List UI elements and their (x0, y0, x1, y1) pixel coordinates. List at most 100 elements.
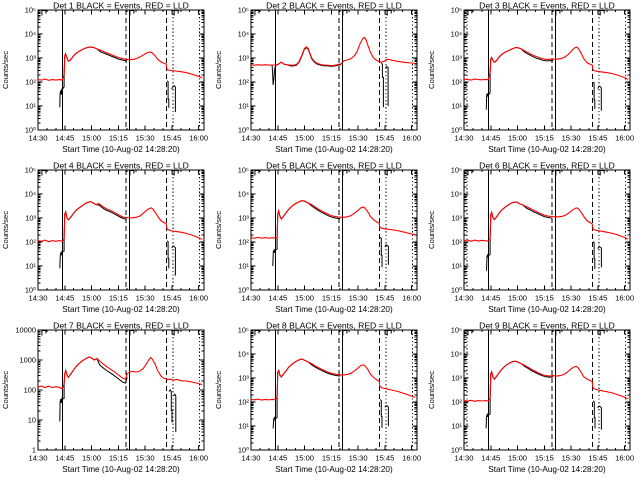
x-tick-labels: 14:30 14:45 15:00 15:15 15:30 15:45 16:00 (454, 294, 634, 303)
plot-title: Det 7 BLACK = Events, RED = LLD (53, 321, 189, 331)
events-series-line (486, 201, 552, 271)
x-tick-label: 15:15 (109, 454, 128, 463)
x-tick-label: 15:00 (295, 454, 314, 463)
x-tick-label: 14:45 (55, 294, 74, 303)
events-series (272, 358, 389, 429)
plot-det-8: Det 8 BLACK = Events, RED = LLD 14:30 14:4… (214, 321, 421, 475)
x-tick-label: 15:30 (349, 454, 368, 463)
event-marker-lines (62, 170, 201, 290)
x-tick-label: 16:00 (189, 134, 208, 143)
y-tick-label: 10¹ (451, 422, 462, 431)
x-tick-label: 15:30 (136, 454, 155, 463)
events-series-late-line (597, 405, 602, 430)
event-marker-lines (275, 170, 414, 290)
axes (463, 9, 631, 131)
y-tick-label: 10⁵ (238, 166, 249, 175)
events-series-late-line (379, 236, 383, 268)
lld-series (38, 201, 203, 243)
events-series-line (272, 200, 341, 267)
plot-det-1: Det 1 BLACK = Events, RED = LLD 14:30 14:4… (1, 1, 208, 155)
x-tick-label: 15:15 (322, 134, 341, 143)
x-tick-label: 14:30 (241, 454, 260, 463)
x-tick-label: 16:00 (402, 134, 421, 143)
y-tick-label: 10⁵ (238, 326, 249, 335)
x-tick-label: 15:15 (535, 294, 554, 303)
x-tick-label: 14:30 (454, 134, 473, 143)
x-tick-labels: 14:30 14:45 15:00 15:15 15:30 15:45 16:00 (28, 294, 208, 303)
lld-series-line (464, 46, 629, 81)
events-series-line (59, 356, 128, 422)
y-tick-label: 10¹ (25, 262, 36, 271)
x-tick-label: 16:00 (189, 294, 208, 303)
y-tick-label: 10³ (451, 374, 462, 383)
x-tick-label: 15:00 (82, 134, 101, 143)
x-axis-label: Start Time (10-Aug-02 14:28:20) (275, 305, 393, 314)
lld-series-line (464, 201, 629, 242)
y-tick-label: 10⁴ (451, 190, 462, 199)
x-tick-label: 15:15 (535, 454, 554, 463)
y-tick-label: 10³ (25, 214, 36, 223)
x-axis-label: Start Time (10-Aug-02 14:28:20) (488, 145, 606, 154)
y-axis-label: Counts/sec (214, 211, 223, 249)
x-tick-label: 15:15 (109, 294, 128, 303)
events-series-late-line (384, 244, 389, 265)
events-series-late-line (168, 389, 173, 423)
x-tick-label: 15:30 (562, 454, 581, 463)
y-tick-label: 10⁰ (25, 126, 36, 135)
plot-det-5: Det 5 BLACK = Events, RED = LLD 14:30 14:4… (214, 161, 421, 315)
y-tick-label: 10⁵ (451, 166, 462, 175)
x-tick-label: 15:00 (508, 134, 527, 143)
events-series (485, 360, 602, 430)
x-tick-label: 16:00 (402, 294, 421, 303)
plot-det-3: Det 3 BLACK = Events, RED = LLD 14:30 14:4… (427, 1, 634, 155)
x-tick-label: 14:45 (55, 134, 74, 143)
plot-title: Det 4 BLACK = Events, RED = LLD (53, 161, 189, 171)
events-series (272, 200, 389, 268)
events-series-line (485, 46, 554, 110)
axes (250, 9, 418, 131)
plot-title: Det 9 BLACK = Events, RED = LLD (479, 321, 615, 331)
plot-title: Det 6 BLACK = Events, RED = LLD (479, 161, 615, 171)
lld-series-line (38, 46, 203, 81)
plot-title: Det 5 BLACK = Events, RED = LLD (266, 161, 402, 171)
x-tick-labels: 14:30 14:45 15:00 15:15 15:30 15:45 16:00 (28, 454, 208, 463)
x-tick-label: 15:00 (295, 294, 314, 303)
x-tick-label: 14:30 (28, 294, 47, 303)
y-tick-label: 10² (238, 238, 249, 247)
x-tick-label: 14:30 (454, 454, 473, 463)
x-tick-label: 14:45 (481, 294, 500, 303)
flag-marks (467, 10, 605, 16)
x-tick-labels: 14:30 14:45 15:00 15:15 15:30 15:45 16:00 (28, 134, 208, 143)
events-series-line (271, 47, 342, 85)
lld-series-line (251, 358, 416, 401)
lld-series-line (251, 36, 416, 67)
y-tick-label: 100 (24, 386, 36, 395)
x-tick-label: 15:30 (562, 294, 581, 303)
x-tick-label: 15:45 (588, 454, 607, 463)
x-tick-label: 15:30 (349, 294, 368, 303)
axes (463, 329, 631, 451)
x-axis-label: Start Time (10-Aug-02 14:28:20) (488, 465, 606, 474)
x-tick-label: 14:30 (28, 454, 47, 463)
y-tick-label: 10³ (25, 54, 36, 63)
x-tick-label: 15:45 (162, 454, 181, 463)
plot-title: Det 1 BLACK = Events, RED = LLD (53, 1, 189, 11)
y-tick-label: 10⁰ (451, 446, 462, 455)
y-tick-label: 10³ (451, 214, 462, 223)
x-tick-label: 15:45 (162, 294, 181, 303)
y-axis-label: Counts/sec (427, 211, 436, 249)
x-tick-label: 16:00 (615, 294, 634, 303)
x-tick-label: 14:45 (268, 294, 287, 303)
y-tick-labels: 10⁰ 10¹ 10² 10³ 10⁴ 10⁵ (451, 326, 463, 455)
events-series-late-line (592, 400, 596, 429)
y-tick-labels: 10⁰ 10¹ 10² 10³ 10⁴ 10⁵ (451, 6, 463, 135)
x-tick-label: 15:45 (162, 134, 181, 143)
x-tick-labels: 14:30 14:45 15:00 15:15 15:30 15:45 16:00 (241, 134, 421, 143)
flag-marks (41, 330, 179, 336)
y-tick-label: 10⁵ (451, 326, 462, 335)
axes (250, 329, 418, 451)
lld-series-line (464, 360, 629, 402)
x-tick-label: 15:15 (109, 134, 128, 143)
y-tick-label: 10¹ (451, 102, 462, 111)
y-tick-label: 10⁰ (238, 446, 249, 455)
